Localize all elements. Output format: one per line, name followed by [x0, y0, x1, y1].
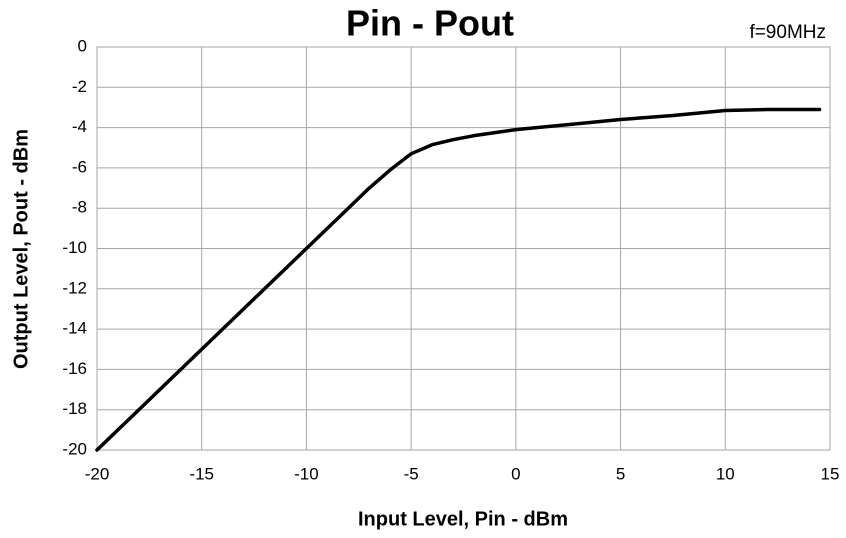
y-tick-label: -12	[62, 278, 87, 297]
x-tick-label: 15	[821, 464, 840, 483]
y-tick-label: -20	[62, 439, 87, 458]
y-tick-label: 0	[78, 36, 87, 55]
line	[95, 107, 822, 452]
y-tick-label: -2	[72, 77, 87, 96]
x-tick-label: -20	[85, 464, 110, 483]
y-tick-label: -6	[72, 157, 87, 176]
y-tick-label: -16	[62, 359, 87, 378]
x-tick-label: 0	[511, 464, 520, 483]
y-tick-label: -18	[62, 399, 87, 418]
plot-border	[96, 46, 831, 451]
x-axis-label: Input Level, Pin - dBm	[358, 508, 568, 530]
y-axis-label: Output Level, Pout - dBm	[10, 129, 32, 369]
y-tick-label: -14	[62, 319, 87, 338]
y-tick-label: -8	[72, 198, 87, 217]
x-tick-label: 10	[716, 464, 735, 483]
x-tick-label: -15	[189, 464, 214, 483]
y-tick-label: -4	[72, 117, 87, 136]
annotation: f=90MHz	[749, 22, 826, 43]
y-tick-label: -10	[62, 238, 87, 257]
x-tick-label: -10	[294, 464, 319, 483]
x-tick-label: 5	[616, 464, 625, 483]
chart-title: Pin - Pout	[346, 3, 514, 44]
x-tick-label: -5	[404, 464, 419, 483]
